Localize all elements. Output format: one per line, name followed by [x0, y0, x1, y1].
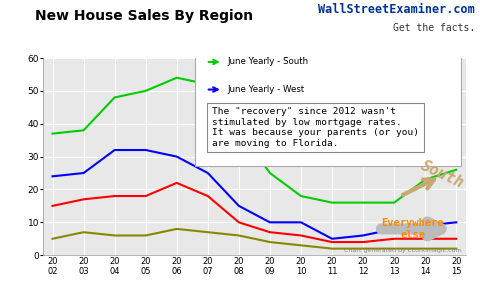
- June Yearly- Northeast: [298, 244, 304, 247]
- June Yearly - West: [422, 224, 428, 227]
- June Yearly - South: [174, 76, 180, 79]
- June Yearly - West: [143, 148, 149, 152]
- June Yearly - West: [391, 227, 397, 231]
- Text: June Yearly - Midwest: June Yearly - Midwest: [227, 113, 319, 122]
- June Yearly- Northeast: [267, 240, 273, 244]
- June Yearly - West: [205, 171, 211, 175]
- Text: June Yearly- Northeast: June Yearly- Northeast: [227, 140, 323, 149]
- June Yearly - West: [81, 171, 86, 175]
- June Yearly- Northeast: [112, 234, 118, 237]
- June Yearly - West: [267, 221, 273, 224]
- Line: June Yearly - West: June Yearly - West: [52, 150, 456, 239]
- June Yearly- Northeast: [236, 234, 242, 237]
- Text: June Yearly - West: June Yearly - West: [227, 85, 304, 94]
- June Yearly- Northeast: [81, 231, 86, 234]
- Text: New House Sales By Region: New House Sales By Region: [35, 9, 253, 23]
- Text: The "recovery" since 2012 wasn't
stimulated by low mortgage rates.
It was becaus: The "recovery" since 2012 wasn't stimula…: [212, 107, 419, 148]
- Text: June Yearly - Midwest: June Yearly - Midwest: [227, 113, 319, 122]
- June Yearly - Midwest: [81, 197, 86, 201]
- Line: June Yearly- Northeast: June Yearly- Northeast: [52, 229, 456, 249]
- Text: WallStreetExaminer.com: WallStreetExaminer.com: [318, 3, 475, 16]
- June Yearly - Midwest: [174, 181, 180, 185]
- Text: June Yearly - South: June Yearly - South: [227, 57, 308, 66]
- June Yearly - Midwest: [422, 237, 428, 240]
- June Yearly- Northeast: [391, 247, 397, 250]
- June Yearly - Midwest: [236, 221, 242, 224]
- June Yearly - South: [298, 194, 304, 198]
- June Yearly - West: [49, 175, 55, 178]
- June Yearly - South: [360, 201, 366, 204]
- June Yearly- Northeast: [174, 227, 180, 231]
- June Yearly - West: [174, 155, 180, 158]
- FancyBboxPatch shape: [195, 52, 461, 166]
- Text: Chart generated by Economagic.com: Chart generated by Economagic.com: [344, 248, 461, 253]
- June Yearly - West: [360, 234, 366, 237]
- June Yearly- Northeast: [329, 247, 335, 250]
- June Yearly - Midwest: [205, 194, 211, 198]
- June Yearly - West: [454, 221, 459, 224]
- June Yearly- Northeast: [143, 234, 149, 237]
- June Yearly - West: [329, 237, 335, 240]
- June Yearly - South: [112, 96, 118, 99]
- June Yearly - South: [391, 201, 397, 204]
- June Yearly - West: [236, 204, 242, 208]
- June Yearly - Midwest: [143, 194, 149, 198]
- June Yearly - Midwest: [454, 237, 459, 240]
- June Yearly- Northeast: [422, 247, 428, 250]
- Text: June Yearly- Northeast: June Yearly- Northeast: [227, 140, 323, 149]
- June Yearly - South: [454, 168, 459, 171]
- June Yearly- Northeast: [454, 247, 459, 250]
- June Yearly- Northeast: [360, 247, 366, 250]
- June Yearly - South: [236, 128, 242, 132]
- June Yearly - Midwest: [267, 231, 273, 234]
- Text: Everywhere
else: Everywhere else: [382, 218, 444, 240]
- June Yearly - West: [112, 148, 118, 152]
- Text: Get the facts.: Get the facts.: [393, 23, 475, 33]
- June Yearly - South: [422, 178, 428, 181]
- Text: June Yearly - West: June Yearly - West: [227, 85, 304, 94]
- June Yearly - South: [329, 201, 335, 204]
- Line: June Yearly - South: June Yearly - South: [52, 78, 456, 203]
- Line: June Yearly - Midwest: June Yearly - Midwest: [52, 183, 456, 242]
- June Yearly - South: [143, 89, 149, 93]
- June Yearly - Midwest: [298, 234, 304, 237]
- Text: South: South: [419, 158, 467, 191]
- June Yearly - South: [49, 132, 55, 135]
- Text: June Yearly - South: June Yearly - South: [227, 57, 308, 66]
- June Yearly - Midwest: [329, 240, 335, 244]
- June Yearly - Midwest: [360, 240, 366, 244]
- June Yearly- Northeast: [49, 237, 55, 240]
- June Yearly - Midwest: [391, 237, 397, 240]
- June Yearly - South: [267, 171, 273, 175]
- June Yearly- Northeast: [205, 231, 211, 234]
- June Yearly - Midwest: [49, 204, 55, 208]
- June Yearly - South: [81, 128, 86, 132]
- June Yearly - Midwest: [112, 194, 118, 198]
- June Yearly - West: [298, 221, 304, 224]
- June Yearly - South: [205, 83, 211, 86]
